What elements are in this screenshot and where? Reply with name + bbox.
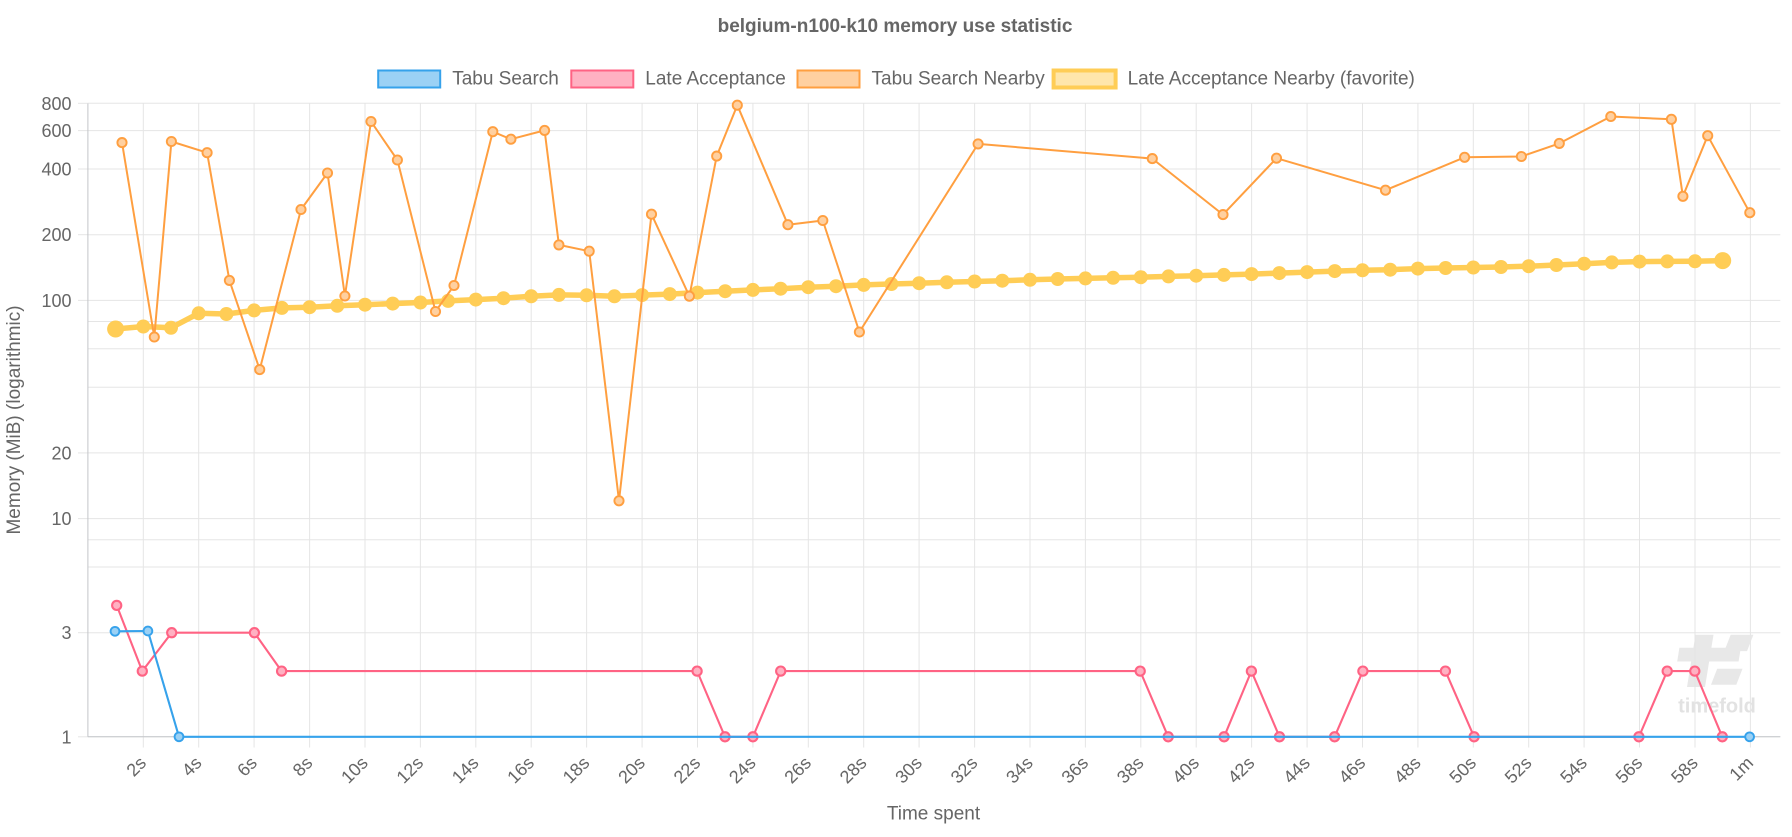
svg-text:800: 800 [41, 94, 71, 114]
svg-text:Tabu Search: Tabu Search [452, 68, 559, 89]
svg-text:1: 1 [61, 727, 71, 747]
svg-text:400: 400 [41, 160, 71, 180]
svg-text:Late Acceptance: Late Acceptance [645, 68, 786, 89]
svg-text:Time spent: Time spent [887, 804, 981, 825]
svg-text:timefold: timefold [1678, 696, 1756, 718]
svg-text:100: 100 [41, 291, 71, 311]
svg-text:Late Acceptance Nearby (favori: Late Acceptance Nearby (favorite) [1128, 68, 1415, 89]
svg-text:200: 200 [41, 225, 71, 245]
svg-text:600: 600 [41, 121, 71, 141]
svg-text:10: 10 [51, 509, 71, 529]
svg-text:Memory (MiB) (logarithmic): Memory (MiB) (logarithmic) [4, 305, 25, 534]
svg-text:3: 3 [61, 623, 71, 643]
svg-text:belgium-n100-k10 memory use st: belgium-n100-k10 memory use statistic [718, 16, 1073, 37]
svg-text:Tabu Search Nearby: Tabu Search Nearby [872, 68, 1046, 89]
svg-text:20: 20 [51, 443, 71, 463]
